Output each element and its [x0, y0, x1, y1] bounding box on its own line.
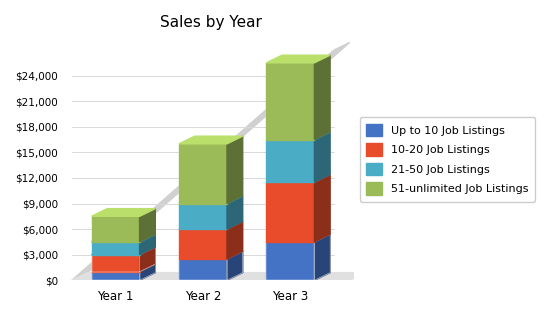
Polygon shape — [266, 55, 330, 63]
Polygon shape — [140, 234, 155, 255]
Polygon shape — [179, 204, 227, 229]
Legend: Up to 10 Job Listings, 10-20 Job Listings, 21-50 Job Listings, 51-unlimited Job : Up to 10 Job Listings, 10-20 Job Listing… — [360, 117, 535, 202]
Polygon shape — [179, 251, 243, 259]
Polygon shape — [179, 136, 243, 144]
Polygon shape — [179, 259, 227, 280]
Polygon shape — [266, 175, 330, 182]
Polygon shape — [91, 234, 155, 242]
Polygon shape — [315, 234, 330, 280]
Polygon shape — [227, 136, 243, 204]
Polygon shape — [315, 175, 330, 242]
Polygon shape — [91, 216, 140, 242]
Polygon shape — [91, 209, 155, 216]
Polygon shape — [227, 221, 243, 259]
Polygon shape — [72, 273, 366, 280]
Polygon shape — [315, 55, 330, 140]
Polygon shape — [179, 229, 227, 259]
Polygon shape — [266, 182, 315, 242]
Polygon shape — [91, 247, 155, 255]
Polygon shape — [140, 209, 155, 242]
Polygon shape — [266, 63, 315, 140]
Polygon shape — [179, 221, 243, 229]
Polygon shape — [140, 247, 155, 272]
Polygon shape — [72, 42, 350, 280]
Polygon shape — [266, 132, 330, 140]
Polygon shape — [91, 272, 140, 280]
Polygon shape — [315, 132, 330, 182]
Polygon shape — [266, 140, 315, 182]
Polygon shape — [91, 264, 155, 272]
Polygon shape — [227, 251, 243, 280]
Polygon shape — [140, 264, 155, 280]
Polygon shape — [91, 242, 140, 255]
Polygon shape — [91, 255, 140, 272]
Polygon shape — [179, 196, 243, 204]
Polygon shape — [179, 144, 227, 204]
Polygon shape — [266, 234, 330, 242]
Polygon shape — [227, 196, 243, 229]
Title: Sales by Year: Sales by Year — [160, 15, 262, 30]
Polygon shape — [266, 242, 315, 280]
